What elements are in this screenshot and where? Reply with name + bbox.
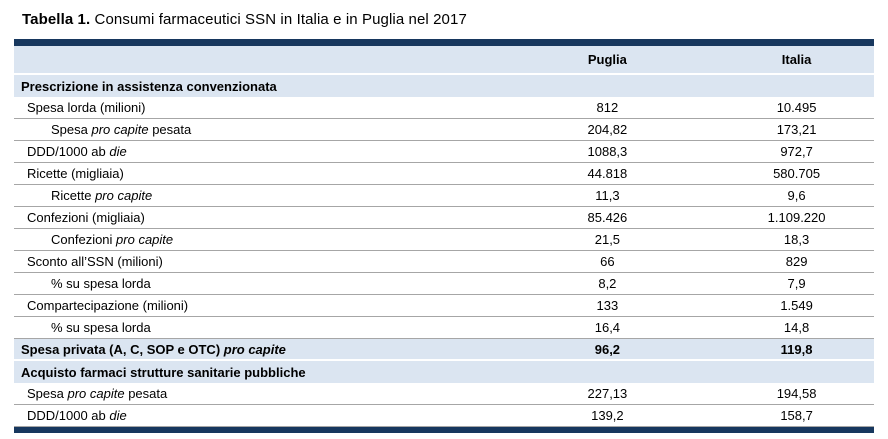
value-puglia: 66 — [600, 254, 615, 269]
table-caption-text: Consumi farmaceutici SSN in Italia e in … — [90, 11, 467, 28]
table-row: Compartecipazione (milioni) 133 1.549 — [14, 295, 874, 317]
table-section-row: Prescrizione in assistenza convenzionata — [14, 75, 874, 97]
table-caption: Tabella 1. Consumi farmaceutici SSN in I… — [14, 9, 874, 39]
value-italia: 1.109.220 — [767, 210, 826, 225]
table-row: Ricette (migliaia) 44.818 580.705 — [14, 163, 874, 185]
data-table: Puglia Italia Prescrizione in assistenza… — [14, 39, 874, 433]
value-puglia: 139,2 — [591, 408, 624, 423]
row-label: % su spesa lorda — [51, 320, 151, 335]
table-row: Spesa lorda (milioni) 812 10.495 — [14, 97, 874, 119]
value-puglia: 85.426 — [587, 210, 628, 225]
value-italia: 14,8 — [783, 320, 810, 335]
table-row: % su spesa lorda 8,2 7,9 — [14, 273, 874, 295]
table-bottom-border — [14, 427, 874, 433]
row-label: Confezioni (migliaia) — [27, 210, 145, 225]
value-puglia: 44.818 — [587, 166, 628, 181]
value-puglia: 1088,3 — [587, 144, 628, 159]
row-label: Ricette pro capite — [51, 188, 153, 203]
value-puglia: 204,82 — [587, 122, 628, 137]
value-italia: 972,7 — [780, 144, 813, 159]
row-label: Acquisto farmaci strutture sanitarie pub… — [21, 364, 306, 380]
row-label: Spesa privata (A, C, SOP e OTC) pro capi… — [21, 341, 286, 357]
value-italia: 119,8 — [780, 341, 813, 357]
table-row: Sconto all’SSN (milioni) 66 829 — [14, 251, 874, 273]
value-puglia: 16,4 — [594, 320, 621, 335]
header-column-puglia: Puglia — [587, 52, 627, 67]
table-section-row: Acquisto farmaci strutture sanitarie pub… — [14, 361, 874, 383]
row-label: Ricette (migliaia) — [27, 166, 124, 181]
table-row: Confezioni pro capite 21,5 18,3 — [14, 229, 874, 251]
header-column-italia: Italia — [781, 52, 812, 67]
value-italia: 9,6 — [787, 188, 806, 203]
table-row: Spesa pro capite pesata 204,82 173,21 — [14, 119, 874, 141]
value-puglia: 11,3 — [595, 188, 620, 203]
value-italia: 10.495 — [776, 100, 817, 115]
row-label: % su spesa lorda — [51, 276, 151, 291]
value-italia: 158,7 — [780, 408, 813, 423]
value-italia: 194,58 — [776, 386, 817, 401]
value-puglia: 96,2 — [594, 341, 621, 357]
table-row: Spesa pro capite pesata 227,13 194,58 — [14, 383, 874, 405]
row-label: Prescrizione in assistenza convenzionata — [21, 78, 277, 94]
table-row: % su spesa lorda 16,4 14,8 — [14, 317, 874, 339]
table-highlight-row: Spesa privata (A, C, SOP e OTC) pro capi… — [14, 339, 874, 361]
value-puglia: 812 — [596, 100, 619, 115]
table-row: DDD/1000 ab die 1088,3 972,7 — [14, 141, 874, 163]
value-italia: 829 — [785, 254, 808, 269]
row-label: DDD/1000 ab die — [27, 408, 127, 423]
value-puglia: 227,13 — [587, 386, 628, 401]
row-label: Sconto all’SSN (milioni) — [27, 254, 163, 269]
table-header-row: Puglia Italia — [14, 46, 874, 75]
value-italia: 580.705 — [773, 166, 821, 181]
value-italia: 7,9 — [787, 276, 806, 291]
table-row: DDD/1000 ab die 139,2 158,7 — [14, 405, 874, 427]
value-puglia: 133 — [596, 298, 619, 313]
table-caption-number: Tabella 1. — [22, 11, 91, 28]
row-label: Confezioni pro capite — [51, 232, 174, 247]
row-label: DDD/1000 ab die — [27, 144, 127, 159]
table-row: Confezioni (migliaia) 85.426 1.109.220 — [14, 207, 874, 229]
table-top-border — [14, 39, 874, 46]
value-puglia: 8,2 — [598, 276, 617, 291]
value-puglia: 21,5 — [594, 232, 621, 247]
row-label: Spesa pro capite pesata — [51, 122, 192, 137]
row-label: Spesa pro capite pesata — [27, 386, 168, 401]
value-italia: 18,3 — [783, 232, 810, 247]
value-italia: 173,21 — [776, 122, 817, 137]
row-label: Compartecipazione (milioni) — [27, 298, 189, 313]
table-row: Ricette pro capite 11,3 9,6 — [14, 185, 874, 207]
value-italia: 1.549 — [780, 298, 813, 313]
row-label: Spesa lorda (milioni) — [27, 100, 146, 115]
table-body: Prescrizione in assistenza convenzionata… — [14, 75, 874, 427]
